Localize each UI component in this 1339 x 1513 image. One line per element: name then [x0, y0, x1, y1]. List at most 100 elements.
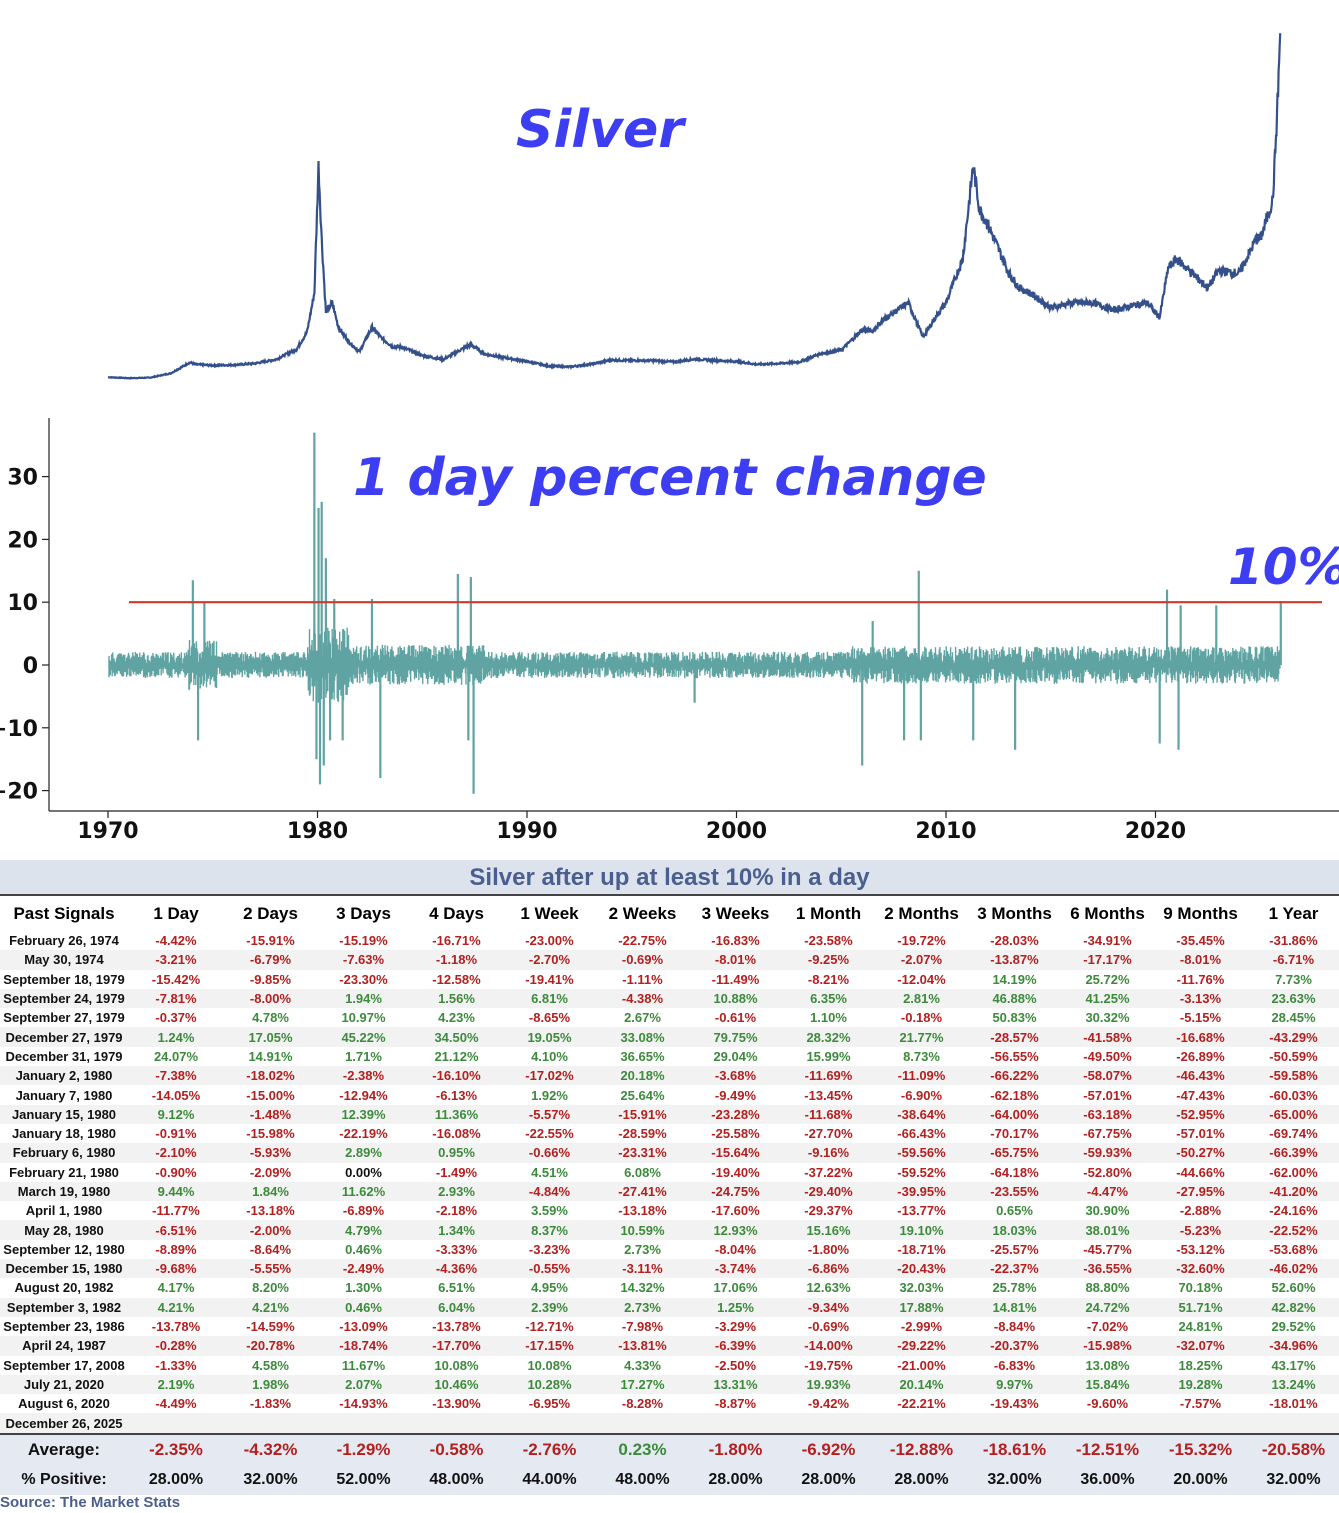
return-cell: 2.67%	[624, 1010, 661, 1026]
return-cell: -1.48%	[224, 1104, 317, 1124]
return-cell: -52.80%	[1083, 1164, 1132, 1180]
return-cell: -14.59%	[246, 1319, 295, 1335]
return-cell: -6.90%	[900, 1087, 943, 1103]
return-cell: 10.88%	[689, 988, 782, 1009]
signal-date-cell: December 26, 2025	[0, 1413, 128, 1434]
signal-date-cell: January 18, 1980	[11, 1126, 117, 1142]
table-row: February 26, 1974 -4.42% -15.91% -15.19% -16…	[0, 931, 1339, 950]
return-cell: 4.33%	[624, 1357, 661, 1373]
return-cell: 2.81%	[875, 988, 968, 1009]
return-cell: -36.55%	[1061, 1259, 1154, 1279]
return-cell: -4.38%	[596, 988, 689, 1009]
return-cell: -3.21%	[128, 950, 224, 970]
return-cell: 1.30%	[345, 1280, 382, 1296]
table-row: January 15, 1980 9.12% -1.48% 12.39% 11.36% -…	[0, 1104, 1339, 1124]
average-cell: -1.80%	[689, 1432, 782, 1465]
return-cell: -46.43%	[1154, 1066, 1247, 1086]
return-cell: -0.69%	[596, 950, 689, 970]
return-cell: -67.75%	[1083, 1126, 1132, 1142]
return-cell: -13.18%	[246, 1203, 295, 1219]
pct-positive-cell: 44.00%	[503, 1464, 596, 1495]
return-cell: 24.81%	[1178, 1319, 1223, 1335]
return-cell: -2.00%	[224, 1220, 317, 1240]
signal-date-cell: March 19, 1980	[0, 1181, 128, 1202]
return-cell: 13.31%	[689, 1374, 782, 1395]
return-cell: 1.56%	[410, 988, 503, 1009]
column-header: Past Signals	[0, 894, 128, 931]
return-cell: 33.08%	[596, 1027, 689, 1047]
return-cell: -19.43%	[990, 1396, 1039, 1412]
signal-date-cell: April 24, 1987	[0, 1336, 128, 1356]
pct-positive-cell: 28.00%	[128, 1464, 224, 1495]
return-cell: -50.59%	[1269, 1048, 1318, 1064]
average-cell: -2.35%	[128, 1432, 224, 1465]
return-cell: 4.21%	[128, 1297, 224, 1317]
y-tick-label: 30	[7, 466, 38, 491]
signals-table: Past Signals 1 Day 2 Days 3 Days 4 Days 1 Wee…	[0, 894, 1339, 1495]
return-cell: 32.03%	[899, 1280, 944, 1296]
return-cell: 1.25%	[689, 1297, 782, 1317]
average-cell: 0.23%	[596, 1432, 689, 1465]
return-cell: -56.55%	[990, 1048, 1039, 1064]
pct-positive-row: % Positive: 28.00% 32.00% 52.00% 48.00% 44.00…	[0, 1464, 1339, 1495]
return-cell: -45.77%	[1083, 1241, 1132, 1257]
return-cell: -16.71%	[432, 933, 481, 949]
table-row: August 6, 2020 -4.49% -1.83% -14.93% -13.90%…	[0, 1394, 1339, 1413]
return-cell: -11.68%	[782, 1104, 875, 1124]
average-cell: -15.32%	[1154, 1432, 1247, 1465]
return-cell: 2.93%	[410, 1181, 503, 1202]
table-row: August 20, 1982 4.17% 8.20% 1.30% 6.51% 4.95%…	[0, 1278, 1339, 1297]
return-cell: -23.55%	[968, 1181, 1061, 1202]
return-cell: 18.25%	[1178, 1357, 1223, 1373]
return-cell: -20.37%	[968, 1336, 1061, 1356]
return-cell: 14.19%	[992, 971, 1037, 987]
return-cell: -39.95%	[875, 1181, 968, 1202]
average-row: Average: -2.35% -4.32% -1.29% -0.58% -2.76% 0.…	[0, 1432, 1339, 1465]
x-tick-label: 2010	[915, 819, 976, 844]
return-cell: -24.75%	[689, 1181, 782, 1202]
return-cell: -2.50%	[714, 1357, 757, 1373]
return-cell: -9.34%	[782, 1297, 875, 1317]
return-cell: 19.10%	[875, 1220, 968, 1240]
signal-date-cell: January 15, 1980	[0, 1104, 128, 1124]
column-header: 4 Days	[410, 894, 503, 931]
return-cell: -28.03%	[990, 933, 1039, 949]
return-cell: 24.07%	[153, 1048, 199, 1064]
return-cell: 41.25%	[1061, 988, 1154, 1009]
return-cell: -5.23%	[1154, 1220, 1247, 1240]
return-cell: 17.05%	[224, 1027, 317, 1047]
return-cell: -6.39%	[689, 1336, 782, 1356]
return-cell: -9.49%	[714, 1087, 757, 1103]
return-cell: -16.68%	[1154, 1027, 1247, 1047]
return-cell: -1.49%	[435, 1164, 478, 1180]
return-cell: -59.58%	[1247, 1066, 1339, 1086]
return-cell: -5.93%	[224, 1143, 317, 1163]
column-header: 9 Months	[1154, 894, 1247, 931]
return-cell: -66.39%	[1247, 1143, 1339, 1163]
return-cell: -16.83%	[711, 933, 760, 949]
return-cell: -15.00%	[246, 1087, 295, 1103]
return-cell: 4.51%	[531, 1164, 568, 1180]
return-cell: -13.90%	[432, 1396, 481, 1412]
return-cell: 10.97%	[341, 1010, 386, 1026]
table-row: September 18, 1979 -15.42% -9.85% -23.30% -1…	[0, 970, 1339, 989]
return-cell: 42.82%	[1247, 1297, 1339, 1317]
return-cell: -13.09%	[339, 1319, 388, 1335]
pct-positive-cell: 28.00%	[875, 1464, 968, 1495]
return-cell	[689, 1413, 782, 1434]
return-cell: -15.98%	[246, 1126, 295, 1142]
return-cell: 10.08%	[527, 1357, 572, 1373]
return-cell: 13.24%	[1247, 1374, 1339, 1395]
return-cell: -1.18%	[410, 950, 503, 970]
return-cell: -19.75%	[804, 1357, 853, 1373]
average-cell: -12.88%	[875, 1432, 968, 1465]
return-cell: -2.07%	[875, 950, 968, 970]
return-cell: -23.30%	[339, 971, 388, 987]
column-header: 1 Month	[782, 894, 875, 931]
source-note: Source: The Market Stats	[0, 1494, 181, 1511]
table-row: December 26, 2025	[0, 1413, 1339, 1434]
return-cell: -62.00%	[1269, 1164, 1318, 1180]
column-header: 3 Days	[317, 894, 410, 931]
return-cell: -22.75%	[618, 933, 667, 949]
return-cell: 11.67%	[341, 1357, 386, 1373]
